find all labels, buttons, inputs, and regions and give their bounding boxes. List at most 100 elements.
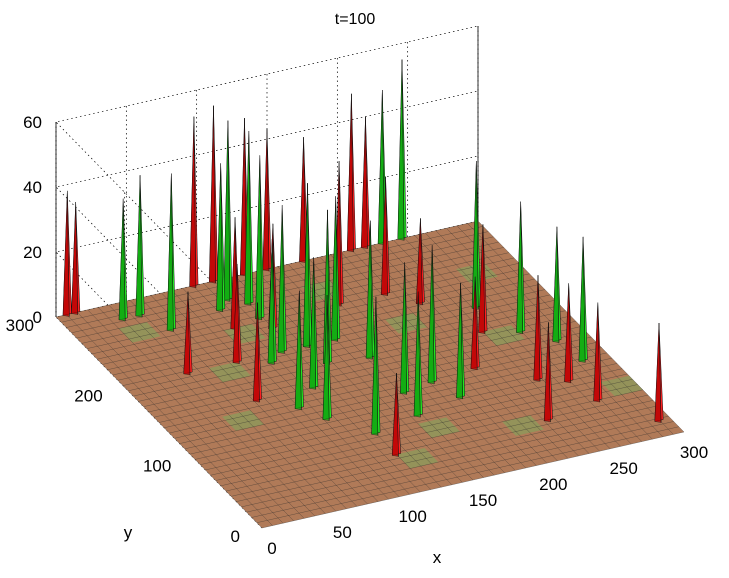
peak bbox=[303, 183, 313, 349]
peak-edge bbox=[537, 275, 541, 382]
peak-edge bbox=[139, 175, 143, 318]
peak bbox=[360, 116, 370, 249]
mesh-line bbox=[158, 326, 582, 423]
x-axis-label: x bbox=[433, 548, 442, 567]
x-tick-label: 150 bbox=[469, 491, 497, 510]
peak bbox=[456, 283, 466, 400]
mesh-line bbox=[340, 252, 547, 464]
peak-edge bbox=[248, 130, 252, 306]
peak-edge bbox=[417, 291, 421, 418]
peak-edge bbox=[257, 302, 260, 403]
peak bbox=[322, 295, 332, 421]
x-tick-label: 250 bbox=[609, 459, 637, 478]
peak-edge bbox=[597, 302, 601, 403]
peak bbox=[262, 129, 272, 272]
y-tick-label: 0 bbox=[231, 527, 240, 546]
peak bbox=[183, 291, 193, 376]
mesh-line bbox=[143, 310, 566, 407]
peak bbox=[331, 196, 341, 342]
peak bbox=[391, 373, 401, 457]
peak-edge bbox=[365, 116, 368, 249]
peak-edge bbox=[431, 245, 435, 384]
floor-patch bbox=[418, 417, 460, 438]
mesh-line bbox=[92, 257, 515, 355]
y-tick-label: 200 bbox=[74, 386, 102, 405]
peak-edge bbox=[556, 226, 560, 343]
peak-edge bbox=[338, 161, 342, 307]
peak bbox=[216, 163, 226, 312]
peak bbox=[255, 155, 265, 321]
peak-edge bbox=[281, 205, 285, 354]
mesh-line bbox=[287, 264, 495, 476]
mesh-line bbox=[446, 228, 653, 440]
peak bbox=[543, 322, 553, 423]
y-axis-label: y bbox=[124, 523, 133, 542]
peak bbox=[299, 137, 309, 264]
peak bbox=[470, 276, 480, 371]
surface-floor bbox=[55, 220, 685, 529]
mesh-line bbox=[414, 235, 621, 447]
peak bbox=[381, 176, 391, 296]
peak bbox=[578, 236, 588, 363]
peak-edge bbox=[193, 116, 197, 288]
peak-edge bbox=[658, 322, 662, 423]
peak-edge bbox=[271, 238, 275, 365]
floor-patch bbox=[600, 375, 643, 397]
peak bbox=[294, 290, 304, 411]
peak-edge bbox=[548, 322, 551, 422]
mesh-line bbox=[153, 321, 576, 418]
peak-edge bbox=[420, 218, 423, 305]
peak-edge bbox=[213, 105, 216, 284]
peak-edge bbox=[122, 198, 126, 322]
peak-edge bbox=[236, 264, 240, 364]
peak bbox=[533, 275, 543, 382]
peak bbox=[415, 218, 425, 306]
peak-edge bbox=[187, 291, 191, 376]
z-tick-label: 40 bbox=[23, 178, 42, 197]
peak-edge bbox=[476, 161, 479, 310]
peak-edge bbox=[582, 236, 586, 363]
x-tick-label: 50 bbox=[333, 523, 352, 542]
peak-edge bbox=[327, 209, 330, 365]
peak bbox=[252, 302, 262, 403]
peak-edge bbox=[370, 220, 373, 360]
peak-edge bbox=[520, 201, 523, 334]
peak-edge bbox=[259, 155, 263, 321]
peak bbox=[346, 93, 356, 253]
peak-edge bbox=[299, 290, 302, 410]
peak-edge bbox=[351, 93, 354, 252]
peak-edge bbox=[375, 296, 379, 436]
peak bbox=[277, 205, 287, 354]
peak bbox=[166, 173, 176, 332]
x-tick-label: 300 bbox=[680, 443, 708, 462]
peak-edge bbox=[401, 59, 405, 241]
peak bbox=[478, 224, 488, 334]
peak bbox=[365, 220, 375, 360]
floor-patch bbox=[209, 361, 251, 383]
peak bbox=[371, 296, 381, 436]
peak-edge bbox=[67, 190, 70, 317]
mesh-line bbox=[319, 256, 526, 469]
x-tick-label: 0 bbox=[267, 539, 276, 558]
mesh-line bbox=[361, 247, 569, 459]
peak bbox=[309, 257, 319, 390]
z-tick-label: 60 bbox=[23, 113, 42, 132]
peak bbox=[413, 291, 423, 418]
peak bbox=[135, 175, 145, 318]
peak bbox=[232, 264, 242, 365]
peak-edge bbox=[474, 276, 478, 370]
peak bbox=[552, 226, 562, 343]
peak bbox=[189, 116, 199, 289]
peak bbox=[71, 201, 81, 315]
peak-edge bbox=[326, 295, 330, 421]
peak bbox=[267, 238, 277, 365]
peak bbox=[223, 120, 233, 302]
peak-edge bbox=[396, 373, 399, 457]
peak bbox=[209, 105, 219, 284]
mesh-line bbox=[309, 259, 516, 471]
mesh-line bbox=[107, 273, 530, 370]
peak bbox=[400, 262, 410, 395]
peak bbox=[593, 302, 603, 403]
